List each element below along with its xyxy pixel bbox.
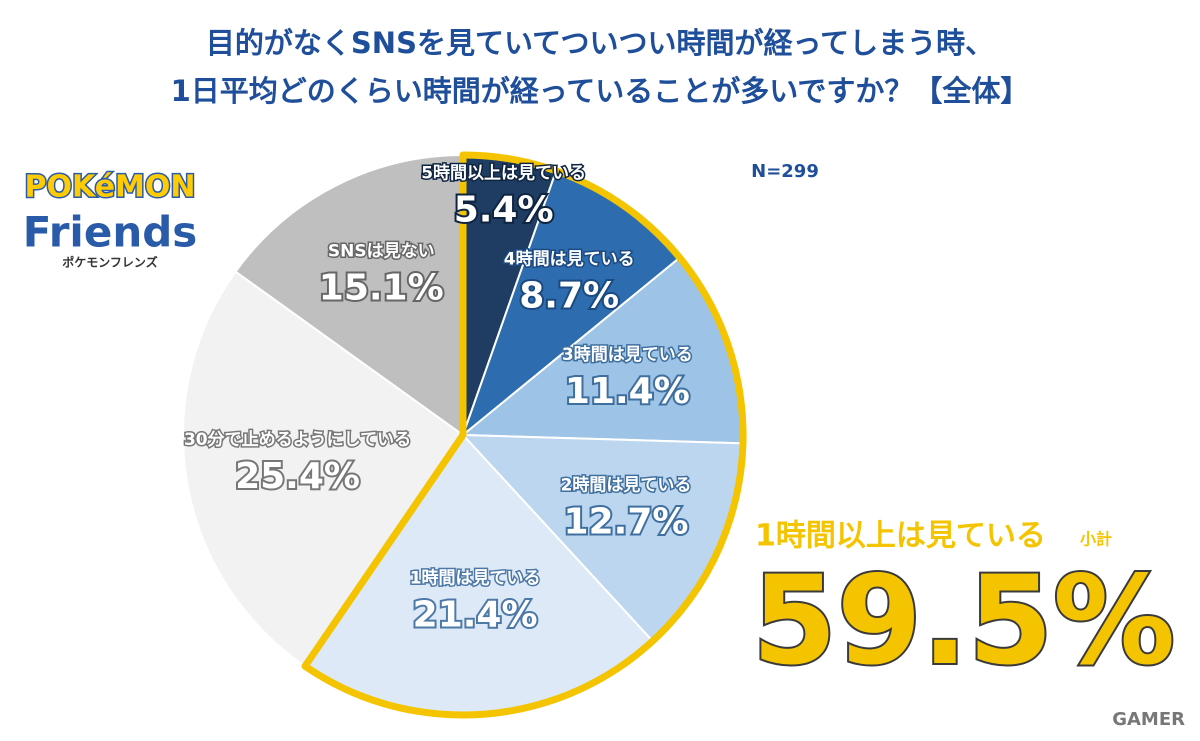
value-label: 5.4%	[454, 190, 554, 231]
slice-label: 1時間は見ている	[410, 568, 541, 589]
chart-title: 1日平均どのくらい時間が経っていることが多いですか？【全体】	[171, 74, 1030, 108]
subtotal-label: 1時間以上は見ている	[755, 519, 1046, 554]
subtotal-value: 59.5%	[752, 550, 1175, 692]
slice-label: 30分で止めるようにしている	[184, 429, 411, 450]
logo-text: ポケモンフレンズ	[62, 255, 157, 270]
value-label: 12.7%	[564, 501, 689, 542]
subtotal-note: 小計	[1080, 530, 1112, 549]
slice-label: 4時間は見ている	[504, 249, 635, 270]
logo-text: POKéMON	[24, 170, 195, 205]
logo-text: Friends	[23, 208, 198, 257]
slice-label: 3時間は見ている	[562, 344, 693, 365]
value-label: 15.1%	[319, 268, 444, 309]
slice-label: SNSは見ない	[328, 242, 435, 262]
value-label: 21.4%	[413, 595, 538, 636]
chart-title: 目的がなくSNSを見ていてついつい時間が経ってしまう時、	[206, 26, 994, 60]
watermark: GAMER	[1112, 709, 1185, 730]
value-label: 8.7%	[519, 276, 619, 317]
pie-slice	[182, 270, 465, 668]
subtotal-outline	[301, 151, 747, 719]
slice-label: 5時間以上は見ている	[421, 163, 586, 184]
slice-label: 2時間は見ている	[561, 474, 692, 495]
sample-size: N=299	[751, 161, 819, 182]
value-label: 25.4%	[235, 456, 360, 497]
pie-slice	[234, 153, 464, 437]
value-label: 11.4%	[565, 371, 690, 412]
